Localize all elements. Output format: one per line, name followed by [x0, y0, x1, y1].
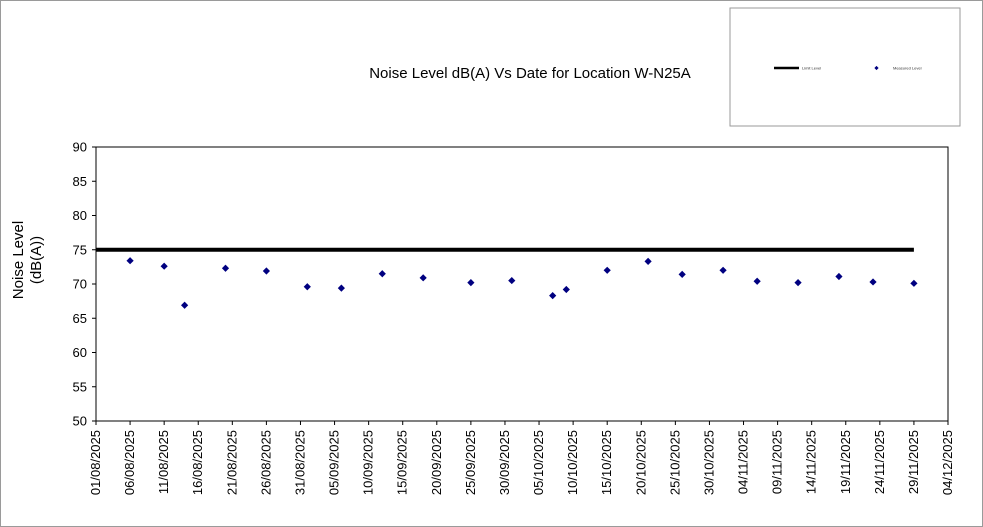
- chart-title: Noise Level dB(A) Vs Date for Location W…: [369, 65, 691, 82]
- legend-measured-label: Measured Level: [893, 66, 922, 71]
- x-tick-label: 10/10/2025: [565, 430, 580, 495]
- legend: Limit Level Measured Level: [729, 7, 961, 127]
- measured-level-point: [262, 267, 270, 275]
- y-tick-label: 65: [73, 311, 87, 326]
- x-tick-label: 16/08/2025: [190, 430, 205, 495]
- x-tick-label: 24/11/2025: [872, 430, 887, 494]
- x-tick-label: 11/08/2025: [156, 430, 171, 494]
- y-tick-label: 80: [73, 208, 87, 223]
- y-tick-label: 60: [73, 345, 87, 360]
- measured-level-point: [303, 283, 311, 291]
- measured-level-point: [910, 279, 918, 287]
- measured-level-point: [835, 272, 843, 281]
- measured-level-point: [160, 262, 168, 270]
- x-tick-label: 05/09/2025: [327, 430, 342, 495]
- x-tick-label: 31/08/2025: [292, 430, 307, 495]
- x-tick-label: 20/10/2025: [633, 430, 648, 495]
- plot-area: [95, 146, 949, 422]
- measured-level-point: [181, 301, 189, 309]
- x-tick-label: 04/12/2025: [940, 430, 955, 495]
- y-tick-label: 75: [73, 242, 87, 257]
- measured-level-point: [562, 285, 570, 294]
- x-tick-label: 19/11/2025: [838, 430, 853, 494]
- x-tick-label: 26/08/2025: [258, 430, 273, 495]
- legend-limit-label: Limit Level: [802, 66, 821, 71]
- series-layer: [96, 247, 918, 309]
- x-tick-label: 05/10/2025: [531, 430, 546, 495]
- measured-level-point: [221, 264, 230, 272]
- y-tick-label: 70: [73, 277, 87, 292]
- measured-level-point: [378, 270, 386, 278]
- x-tick-label: 04/11/2025: [736, 430, 751, 494]
- x-tick-label: 21/08/2025: [224, 430, 239, 495]
- x-tick-label: 25/09/2025: [463, 430, 478, 495]
- measured-level-point: [678, 270, 686, 279]
- x-tick-label: 25/10/2025: [667, 430, 682, 495]
- measured-level-point: [869, 278, 877, 286]
- x-tick-label: 15/10/2025: [599, 430, 614, 495]
- measured-level-point: [126, 257, 134, 265]
- measured-level-point: [508, 276, 516, 285]
- measured-level-point: [644, 257, 652, 265]
- legend-box: [729, 7, 961, 127]
- x-tick-label: 09/11/2025: [770, 430, 785, 494]
- x-tick-label: 30/09/2025: [497, 430, 512, 495]
- x-tick-label: 30/10/2025: [701, 430, 716, 495]
- y-tick-label: 85: [73, 174, 87, 189]
- x-tick-label: 20/09/2025: [429, 430, 444, 495]
- y-axis: 50 55 60 65 70 75 80 85 90: [73, 140, 96, 429]
- measured-level-point: [753, 277, 761, 285]
- x-tick-label: 10/09/2025: [361, 430, 376, 495]
- x-tick-label: 15/09/2025: [395, 430, 410, 495]
- x-tick-label: 29/11/2025: [906, 430, 921, 494]
- y-tick-label: 55: [73, 379, 87, 394]
- x-tick-label: 01/08/2025: [88, 430, 103, 495]
- measured-level-point: [603, 266, 611, 274]
- measured-level-point: [337, 284, 345, 292]
- x-tick-label: 06/08/2025: [122, 430, 137, 495]
- x-tick-label: 14/11/2025: [804, 430, 819, 494]
- y-tick-label: 50: [73, 414, 87, 429]
- x-axis: 01/08/2025 06/08/2025 11/08/2025 16/08/2025…: [88, 421, 955, 495]
- measured-level-point: [794, 279, 802, 287]
- y-axis-label: Noise Level (dB(A)): [10, 221, 45, 299]
- measured-level-point: [419, 274, 427, 282]
- measured-level-point: [719, 266, 727, 274]
- y-axis-label-line2: (dB(A)): [28, 236, 45, 284]
- measured-level-point: [467, 279, 475, 287]
- y-axis-label-line1: Noise Level: [10, 221, 27, 299]
- y-tick-label: 90: [73, 140, 87, 155]
- measured-level-point: [549, 292, 557, 300]
